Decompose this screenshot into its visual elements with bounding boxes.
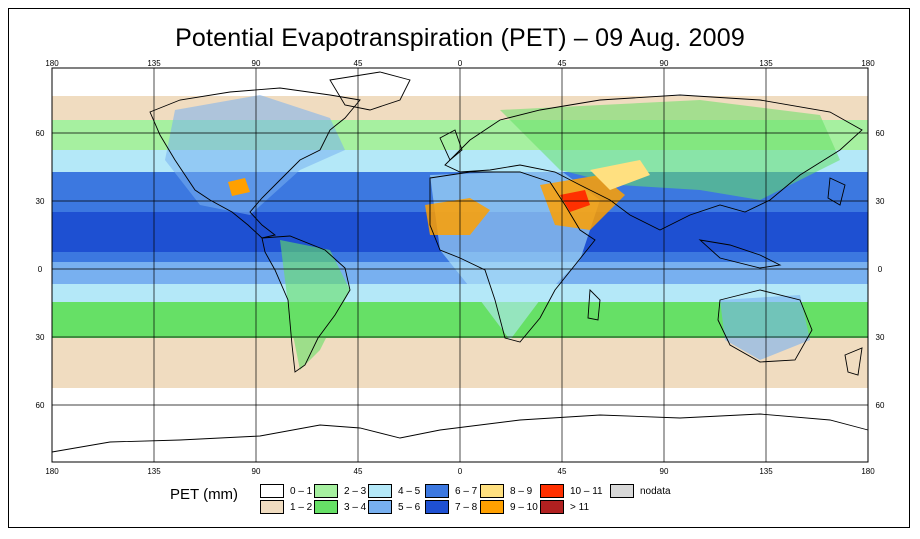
legend-item: 9 – 10 [480, 500, 538, 514]
legend-label: 7 – 8 [455, 501, 478, 513]
lon-label: 180 [45, 59, 59, 68]
lon-label: 135 [147, 59, 161, 68]
lon-label: 135 [759, 59, 773, 68]
lon-label: 0 [458, 59, 463, 68]
legend-swatch [540, 484, 564, 498]
lon-labels-top: 180 135 90 45 0 45 90 135 180 [45, 59, 875, 68]
lon-label: 45 [558, 467, 567, 476]
legend-swatch [540, 500, 564, 514]
legend-title: PET (mm) [170, 486, 239, 503]
legend-label: 0 – 1 [290, 485, 313, 497]
lon-label: 180 [861, 467, 875, 476]
lon-label: 45 [354, 59, 363, 68]
south-america-patch [280, 240, 350, 370]
australia-patch [720, 295, 810, 360]
lat-labels-right: 60 30 0 30 60 [876, 129, 885, 410]
lat-label: 30 [36, 333, 45, 342]
legend-label: 8 – 9 [510, 485, 533, 497]
legend-swatch [260, 500, 284, 514]
legend-swatch [368, 484, 392, 498]
lat-label: 30 [876, 333, 885, 342]
legend-label: 9 – 10 [510, 501, 538, 513]
graticule [52, 68, 868, 462]
legend-item: nodata [610, 484, 671, 498]
map-title: Potential Evapotranspiration (PET) – 09 … [175, 24, 745, 52]
lon-label: 90 [252, 59, 261, 68]
lon-label: 90 [660, 467, 669, 476]
lat-label: 60 [36, 401, 45, 410]
lat-label: 0 [878, 265, 883, 274]
lon-label: 0 [458, 467, 463, 476]
legend-label: 6 – 7 [455, 485, 478, 497]
central-asia-hotspot [590, 160, 650, 190]
australia-outline [717, 289, 813, 363]
south-america-outline [261, 235, 351, 373]
legend-swatch [425, 484, 449, 498]
japan-outline [827, 177, 846, 206]
legend-item: 7 – 8 [425, 500, 477, 514]
legend-label: nodata [640, 485, 671, 497]
legend-item: 5 – 6 [368, 500, 420, 514]
lat-label: 30 [876, 197, 885, 206]
indonesia-outline [698, 239, 782, 269]
legend-swatch [314, 484, 338, 498]
north-america-patch [165, 95, 345, 215]
legend-item: 2 – 3 [314, 484, 366, 498]
legend-item: 10 – 11 [540, 484, 603, 498]
lon-label: 135 [759, 467, 773, 476]
legend-swatch [314, 500, 338, 514]
legend-swatch [260, 484, 284, 498]
legend-item: 4 – 5 [368, 484, 420, 498]
lon-label: 180 [861, 59, 875, 68]
legend-item: 1 – 2 [260, 500, 312, 514]
legend-label: 1 – 2 [290, 501, 313, 513]
legend-swatch [480, 484, 504, 498]
legend-label: > 11 [570, 501, 589, 513]
lon-label: 90 [660, 59, 669, 68]
sw-usa-hotspot [228, 178, 250, 196]
greenland-outline [329, 71, 411, 111]
madagascar-outline [587, 288, 601, 321]
legend-label: 2 – 3 [344, 485, 367, 497]
eurasia-patch [500, 100, 840, 200]
lon-label: 45 [558, 59, 567, 68]
legend-item: > 11 [540, 500, 589, 514]
legend-label: 3 – 4 [344, 501, 367, 513]
legend-swatch [425, 500, 449, 514]
africa-outline [429, 171, 596, 343]
lat-label: 60 [36, 129, 45, 138]
legend-label: 5 – 6 [398, 501, 421, 513]
lon-label: 180 [45, 467, 59, 476]
lat-label: 30 [36, 197, 45, 206]
map-border [51, 67, 869, 463]
lat-label: 60 [876, 129, 885, 138]
lon-label: 135 [147, 467, 161, 476]
figure-frame [8, 8, 910, 528]
lat-labels-left: 60 30 0 30 60 [36, 129, 45, 410]
legend-swatch [610, 484, 634, 498]
lon-label: 45 [354, 467, 363, 476]
lat-label: 60 [876, 401, 885, 410]
sahara-hotspot [425, 198, 490, 235]
legend-swatch [368, 500, 392, 514]
eurasia-outline [444, 94, 863, 231]
lon-label: 90 [252, 467, 261, 476]
lat-label: 0 [38, 265, 43, 274]
legend-label: 10 – 11 [570, 485, 603, 497]
lon-labels-bottom: 180 135 90 45 0 45 90 135 180 [45, 467, 875, 476]
legend-item: 0 – 1 [260, 484, 312, 498]
new-zealand-outline [844, 347, 863, 376]
legend-item: 6 – 7 [425, 484, 477, 498]
legend-swatch [480, 500, 504, 514]
legend-label: 4 – 5 [398, 485, 421, 497]
legend-item: 3 – 4 [314, 500, 366, 514]
legend-item: 8 – 9 [480, 484, 532, 498]
antarctica-outline [51, 413, 869, 453]
north-america-outline [149, 87, 361, 239]
